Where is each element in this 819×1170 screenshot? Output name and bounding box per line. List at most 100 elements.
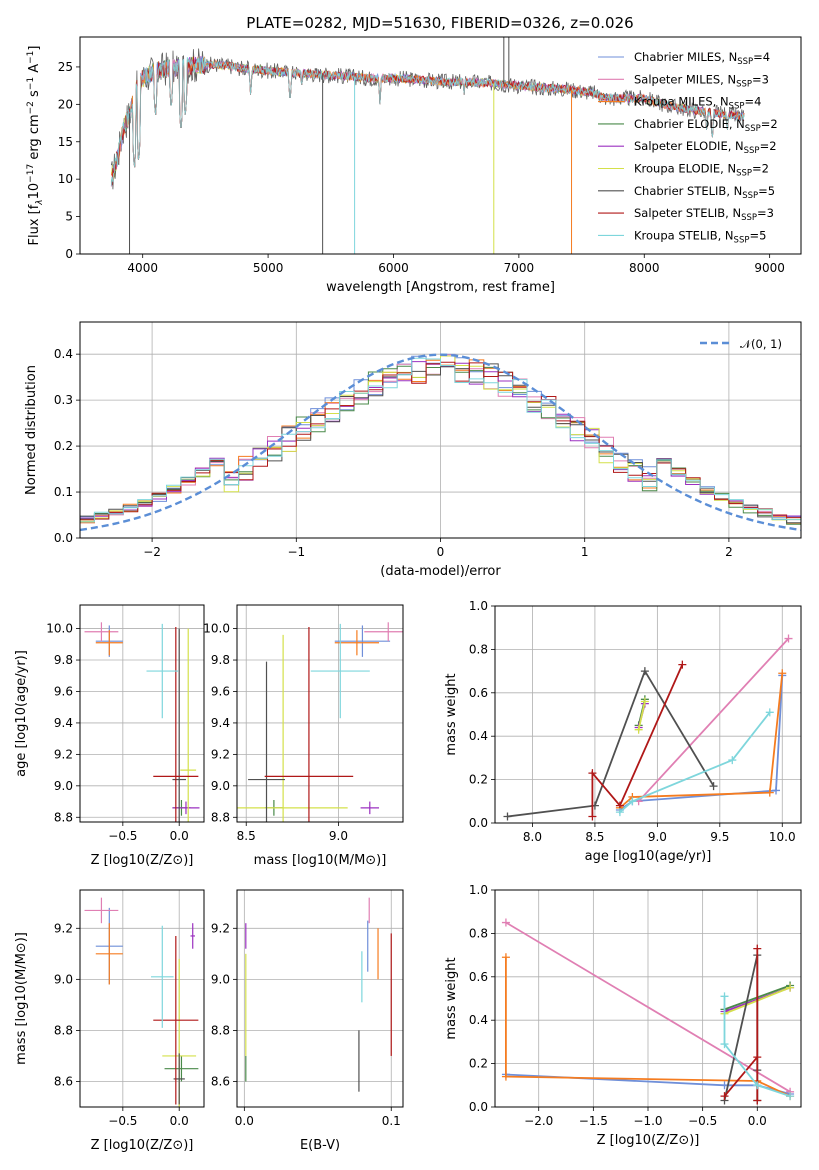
y-tick-label: 9.2 — [211, 921, 230, 935]
y-tick-label: 9.0 — [211, 779, 230, 793]
residual-histogram — [80, 357, 801, 523]
mass-weight-marker — [640, 697, 649, 706]
x-tick-label: −0.5 — [108, 829, 137, 843]
mass-weight-series — [591, 664, 684, 817]
y-tick-label: 8.8 — [54, 810, 73, 824]
mass-weight-marker — [501, 1072, 510, 1081]
y-tick-label: 0.4 — [54, 347, 73, 361]
mass-weight-vs-Z-xlabel: Z [log10(Z/Z⊙)] — [597, 1133, 700, 1148]
y-tick-label: 8.8 — [211, 810, 230, 824]
mass-weight-series — [505, 921, 791, 1093]
mass-weight-series — [637, 637, 790, 802]
mass-weight-marker — [772, 786, 781, 795]
mass-weight-marker — [720, 1040, 729, 1049]
mass-weight-marker — [720, 992, 729, 1001]
mass-vs-Z-frame — [79, 889, 205, 1108]
y-tick-label: 25 — [58, 60, 73, 74]
mass-weight-vs-Z-lines — [501, 918, 795, 1105]
y-tick-label: 15 — [58, 135, 73, 149]
mass-weight-series — [507, 669, 715, 818]
legend-entry: Salpeter ELODIE, NSSP=2 — [634, 139, 777, 156]
y-tick-label: 8.6 — [211, 1074, 230, 1088]
y-tick-label: 0 — [65, 247, 73, 261]
legend-entry: Chabrier STELIB, NSSP=5 — [634, 184, 775, 201]
x-tick-label: 9.0 — [648, 830, 667, 844]
mass-weight-marker — [501, 918, 510, 927]
x-tick-label: 10.0 — [769, 830, 796, 844]
y-tick-label: 0.0 — [469, 1100, 488, 1114]
x-tick-label: 0.0 — [170, 1114, 189, 1128]
mass-weight-marker — [588, 769, 597, 778]
mass-weight-series — [723, 996, 791, 1098]
mass-weight-series — [619, 673, 784, 809]
mass-weight-marker — [678, 660, 687, 669]
y-tick-label: 0.6 — [469, 686, 488, 700]
y-tick-label: 9.2 — [54, 921, 73, 935]
age-vs-mass-xlabel: mass [log10(M/M⊙)] — [254, 853, 387, 868]
y-tick-label: 0.0 — [469, 816, 488, 830]
residual-histograms — [80, 353, 801, 532]
y-tick-label: 10.0 — [203, 622, 230, 636]
mass-vs-EBV-axes: 0.0 0.1 8.6 8.8 9.0 9.2 — [211, 890, 403, 1128]
mass-weight-marker — [709, 782, 718, 791]
y-tick-label: 0.3 — [54, 393, 73, 407]
y-tick-label: 0.8 — [469, 642, 488, 656]
y-tick-label: 0.8 — [469, 926, 488, 940]
legend-entry: Kroupa MILES, NSSP=4 — [634, 95, 761, 112]
mass-vs-Z-points — [84, 897, 199, 1107]
spectrum-ylabel: Flux [fλ10−17 erg cm−2 s−1 A−1] — [26, 46, 45, 246]
mass-vs-Z-xlabel: Z [log10(Z/Z⊙)] — [91, 1138, 194, 1153]
mass-weight-marker — [753, 1081, 762, 1090]
y-tick-label: 0.6 — [469, 970, 488, 984]
spectrum-legend: Chabrier MILES, NSSP=4 Salpeter MILES, NS… — [598, 50, 778, 245]
mass-weight-marker — [778, 669, 787, 678]
mass-weight-marker — [728, 756, 737, 765]
x-tick-label: −2 — [143, 545, 161, 559]
legend-entry: Chabrier ELODIE, NSSP=2 — [634, 117, 778, 134]
x-tick-label: −1.5 — [579, 1114, 608, 1128]
y-tick-label: 0.2 — [54, 439, 73, 453]
x-tick-label: 9000 — [754, 261, 785, 275]
x-tick-label: 0.0 — [170, 829, 189, 843]
legend-entry: Chabrier MILES, NSSP=4 — [634, 50, 770, 67]
y-tick-label: 8.6 — [54, 1074, 73, 1088]
mass-weight-vs-age-xlabel: age [log10(age/yr)] — [585, 849, 712, 864]
age-vs-Z-points — [84, 622, 200, 822]
spectrum-series — [110, 57, 745, 186]
gaussian-curve — [80, 353, 801, 532]
mass-weight-vs-age-axes: 8.0 8.5 9.0 9.5 10.0 0.0 0.2 0.4 0.6 0.8 1.0 — [469, 599, 801, 844]
mass-weight-marker — [640, 667, 649, 676]
mass-weight-vs-age-frame — [494, 605, 802, 824]
mass-weight-marker — [588, 812, 597, 821]
residuals-frame — [79, 321, 802, 539]
x-tick-label: 8.5 — [585, 830, 604, 844]
y-tick-label: 0.1 — [54, 485, 73, 499]
figure-title: PLATE=0282, MJD=51630, FIBERID=0326, z=0… — [246, 14, 633, 32]
y-tick-label: 20 — [58, 97, 73, 111]
legend-entry: Kroupa STELIB, NSSP=5 — [634, 228, 766, 245]
mass-vs-EBV-frame — [236, 889, 404, 1108]
y-tick-label: 9.6 — [54, 684, 73, 698]
legend-entry: Salpeter MILES, NSSP=3 — [634, 72, 769, 89]
x-tick-label: 8.0 — [523, 830, 542, 844]
mass-weight-series — [619, 711, 771, 813]
x-tick-label: 1 — [581, 545, 589, 559]
y-tick-label: 9.4 — [211, 716, 230, 730]
x-tick-label: 2 — [725, 545, 733, 559]
y-tick-label: 5 — [65, 210, 73, 224]
spectrum-xlabel: wavelength [Angstrom, rest frame] — [326, 280, 555, 295]
legend-entry: Salpeter STELIB, NSSP=3 — [634, 206, 774, 223]
y-tick-label: 9.6 — [211, 684, 230, 698]
y-tick-label: 1.0 — [469, 883, 488, 897]
mass-weight-series — [723, 948, 759, 1101]
x-tick-label: 9.0 — [329, 829, 348, 843]
y-tick-label: 1.0 — [469, 599, 488, 613]
x-tick-label: −1 — [287, 545, 305, 559]
y-tick-label: 9.4 — [54, 716, 73, 730]
mass-weight-vs-age-lines — [503, 634, 793, 821]
x-tick-label: −0.5 — [108, 1114, 137, 1128]
residuals-ylabel: Normed distribution — [24, 365, 39, 495]
mass-vs-EBV-xlabel: E(B-V) — [300, 1138, 340, 1153]
spectrum-axes: 4000 5000 6000 7000 8000 9000 0 5 10 15 20 25 — [58, 60, 785, 275]
